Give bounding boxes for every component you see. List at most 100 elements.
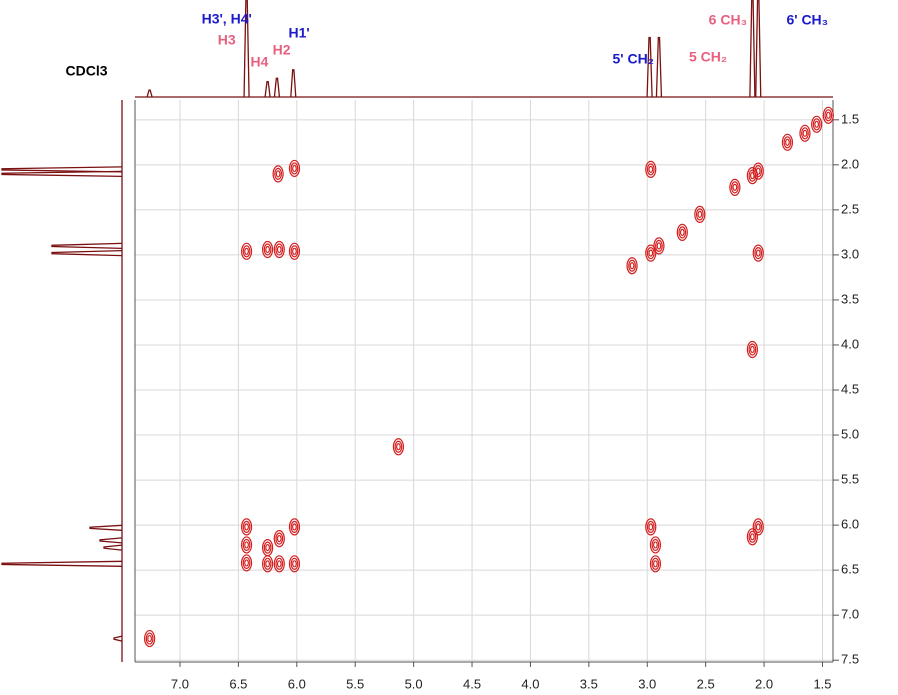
contour-ring [242, 520, 251, 534]
contour-ring [292, 523, 297, 531]
cross-peak [781, 133, 794, 151]
contour-ring [396, 443, 401, 451]
contour-ring [147, 634, 153, 643]
contour-ring [265, 245, 270, 254]
x-tick-label: 2.0 [755, 676, 773, 690]
contour-ring [812, 118, 821, 131]
cross-peak [272, 165, 284, 183]
left-projection-peak [113, 635, 123, 642]
contour-ring [825, 111, 831, 119]
peak-annotation: H3', H4' [202, 11, 252, 27]
y-tick-label: 6.5 [841, 562, 859, 577]
left-projection-peak [1, 560, 123, 567]
contour-ring [748, 530, 757, 543]
cross-peak [240, 518, 253, 536]
peak-annotation: 6' CH₃ [786, 12, 828, 28]
contour-ring [276, 535, 282, 543]
contour-ring [678, 226, 687, 239]
contour-ring [394, 440, 403, 453]
y-tick-label: 4.0 [841, 336, 859, 351]
cross-peak [746, 528, 758, 546]
contour-ring [655, 239, 663, 253]
contour-ring [290, 557, 299, 570]
top-projection-peak [264, 81, 271, 98]
contour-ring [244, 523, 249, 531]
x-tick-label: 3.5 [580, 676, 598, 690]
peak-annotation: 6 CH₃ [709, 12, 747, 28]
cross-peak [626, 257, 638, 275]
contour-ring [824, 109, 833, 122]
x-tick-label: 6.5 [229, 676, 247, 690]
cross-peak [752, 244, 764, 262]
contour-ring [242, 556, 251, 570]
contour-ring [275, 532, 284, 545]
contour-ring [290, 245, 299, 258]
contour-ring [244, 559, 249, 567]
cross-peak [729, 178, 741, 196]
contour-ring [755, 523, 761, 531]
contour-ring [648, 523, 654, 531]
x-tick-label: 2.5 [697, 676, 715, 690]
cross-peak [694, 205, 706, 223]
cross-peak [653, 237, 665, 255]
contour-ring [730, 181, 739, 194]
contour-ring [290, 162, 299, 175]
y-tick-label: 5.5 [841, 472, 859, 487]
contour-ring [749, 345, 755, 354]
cross-peak [240, 554, 253, 572]
contour-ring [292, 247, 297, 255]
contour-ring [265, 560, 270, 568]
cross-peak [261, 240, 274, 259]
contour-ring [646, 247, 655, 260]
contour-ring [783, 136, 792, 149]
y-tick-label: 2.0 [841, 156, 859, 171]
y-tick-label: 1.5 [841, 111, 859, 126]
contour-ring [292, 164, 297, 173]
cross-peak [392, 438, 405, 456]
contour-ring [732, 183, 738, 191]
cross-peak [811, 115, 823, 133]
peak-annotation: H3 [218, 32, 236, 48]
left-projection-peak [1, 166, 123, 173]
contour-ring [292, 560, 297, 568]
cross-peak [273, 555, 285, 573]
contour-ring [244, 247, 249, 255]
x-tick-label: 5.0 [405, 676, 423, 690]
contour-ring [801, 127, 809, 140]
cross-peak [746, 167, 758, 185]
x-tick-label: 4.0 [521, 676, 539, 690]
contour-ring [629, 262, 635, 270]
cross-peak [822, 106, 834, 124]
top-projection-peak [755, 0, 762, 98]
contour-ring [275, 170, 281, 178]
y-tick-label: 3.0 [841, 246, 859, 261]
contour-ring [749, 533, 755, 541]
top-projection-peak [655, 36, 663, 98]
left-projection-peak [51, 242, 123, 250]
contour-ring [263, 541, 272, 554]
contour-ring [242, 245, 251, 258]
peak-annotation: H4 [250, 54, 268, 70]
contour-ring [802, 129, 808, 137]
left-projection-peak [99, 537, 123, 544]
contour-ring [785, 138, 790, 146]
peak-annotation: CDCl3 [66, 63, 108, 79]
cross-peak [645, 518, 657, 536]
cross-peak [261, 555, 274, 573]
left-projection-peak [51, 249, 123, 257]
cross-peak [144, 629, 156, 648]
contour-ring [695, 208, 704, 221]
cross-peak [799, 124, 811, 142]
contour-ring [265, 544, 270, 552]
x-tick-label: 4.5 [463, 676, 481, 690]
contour-ring [653, 541, 658, 549]
contour-ring [755, 249, 761, 257]
contour-ring [754, 165, 763, 178]
left-projection-peak [103, 544, 123, 551]
top-projection-peak [290, 69, 297, 98]
x-tick-label: 3.0 [638, 676, 656, 690]
y-tick-label: 4.5 [841, 381, 859, 396]
cross-peak [649, 555, 662, 573]
contour-ring [755, 167, 761, 175]
